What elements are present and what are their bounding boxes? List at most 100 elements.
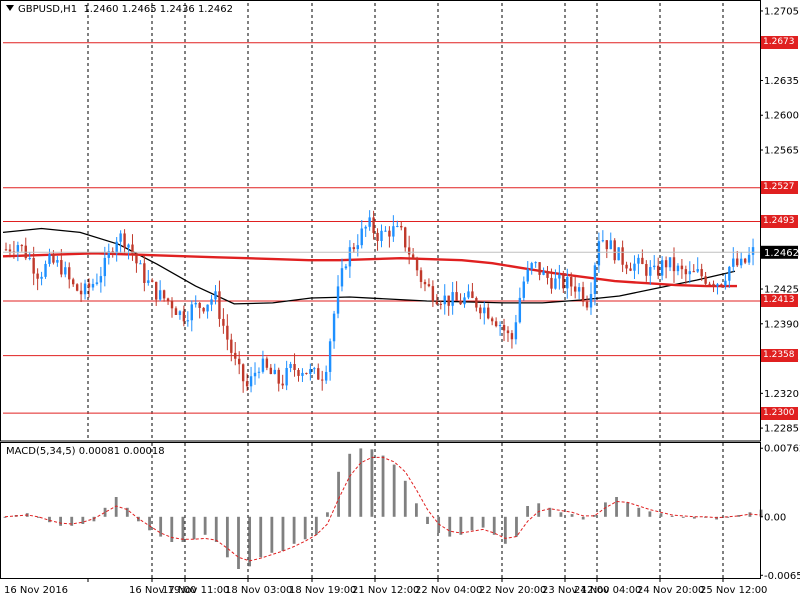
collapse-arrow-icon[interactable]: [6, 5, 14, 11]
candle-body: [522, 281, 525, 298]
time-tick-label: 21 Nov 12:00: [352, 585, 419, 596]
macd-bar: [637, 507, 641, 517]
price-tick-label: 1.2600: [764, 111, 799, 122]
macd-bar: [392, 464, 396, 517]
candle-body: [704, 276, 707, 284]
macd-bar: [3, 516, 7, 518]
candle-body: [407, 247, 411, 255]
candle-body: [297, 369, 300, 376]
support-resistance-levels: [3, 42, 760, 414]
candle-body: [28, 258, 31, 260]
candle-body: [736, 258, 739, 266]
candle-body: [44, 263, 47, 277]
current-price-label: 1.2462: [764, 248, 799, 259]
macd-signal-line: [4, 456, 762, 562]
macd-bar: [681, 516, 685, 518]
candle-body: [526, 269, 529, 282]
candle-body: [605, 240, 608, 250]
candle-body: [558, 274, 561, 279]
candle-body: [684, 269, 688, 275]
candle-body: [696, 269, 699, 272]
candle-body: [514, 322, 518, 340]
macd-bar: [248, 516, 252, 567]
candle-body: [95, 282, 99, 284]
candle-body: [186, 320, 190, 322]
candle-body: [700, 269, 703, 277]
candle-body: [155, 281, 158, 300]
macd-bar: [370, 449, 374, 517]
candle-body: [56, 260, 59, 263]
candle-body: [447, 295, 450, 306]
candle-body: [162, 290, 166, 299]
macd-bar: [470, 516, 474, 531]
candle-body: [32, 258, 35, 274]
candle-body: [550, 277, 553, 289]
candle-body: [566, 276, 569, 289]
macd-bar: [548, 507, 552, 517]
candle-body: [230, 339, 233, 353]
candle-body: [99, 276, 103, 283]
candle-body: [131, 244, 134, 254]
candle-body: [613, 240, 616, 261]
candle-body: [71, 279, 75, 285]
candle-body: [692, 271, 695, 273]
candle-body: [226, 325, 229, 340]
candle-body: [573, 286, 577, 292]
macd-bar: [537, 503, 541, 517]
candle-body: [463, 297, 466, 305]
macd-bar: [615, 497, 618, 517]
macd-header: MACD(5,34,5) 0.00081 0.00018: [6, 446, 165, 457]
candle-body: [609, 240, 612, 250]
time-tick-label: 24 Nov 04:00: [574, 585, 641, 596]
macd-bar: [515, 516, 518, 537]
candle-body: [490, 318, 494, 322]
candle-body: [732, 258, 735, 267]
candle-body: [340, 268, 344, 287]
candle-body: [439, 303, 442, 305]
candle-body: [253, 372, 257, 377]
candle-body: [214, 291, 217, 300]
macd-tick-label: 0.00762: [764, 444, 800, 455]
candle-body: [20, 245, 24, 247]
candle-body: [617, 247, 620, 261]
macd-bar: [437, 516, 441, 533]
candle-body: [455, 292, 458, 301]
candle-body: [127, 244, 130, 248]
candle-body: [332, 313, 336, 342]
macd-bar: [570, 514, 574, 517]
candle-body: [293, 364, 296, 370]
candle-body: [656, 265, 660, 276]
candle-body: [4, 249, 8, 251]
candle-body: [739, 258, 743, 266]
candle-body: [75, 284, 79, 291]
level-price-label: 1.2527: [761, 181, 798, 195]
macd-panel-frame: [0, 442, 761, 579]
symbol-label: GBPUSD,H1: [18, 4, 78, 15]
candle-body: [368, 217, 371, 227]
time-tick-label: 16 Nov 19:00: [129, 585, 196, 596]
candle-body: [668, 257, 672, 268]
macd-bar: [648, 511, 652, 517]
candle-body: [581, 287, 585, 302]
price-tick-label: 1.2425: [764, 285, 799, 296]
candle-body: [554, 278, 557, 289]
macd-bar: [381, 455, 385, 517]
candle-body: [475, 297, 478, 308]
macd-bar: [626, 502, 630, 517]
macd-bar: [259, 516, 263, 558]
candle-body: [747, 254, 751, 263]
macd-bar: [737, 515, 741, 517]
candle-body: [459, 300, 462, 305]
candle-body: [190, 304, 193, 321]
macd-bar: [148, 516, 151, 531]
macd-axis-ticks: 0.00762 0.00 -0.0065: [760, 444, 800, 582]
macd-bar: [326, 512, 329, 517]
time-tick-label: 17 Nov 11:00: [162, 585, 229, 596]
candle-body: [344, 266, 348, 269]
candle-body: [277, 369, 280, 384]
macd-bar: [581, 516, 585, 520]
candle-body: [364, 226, 367, 229]
candle-body: [123, 233, 126, 248]
